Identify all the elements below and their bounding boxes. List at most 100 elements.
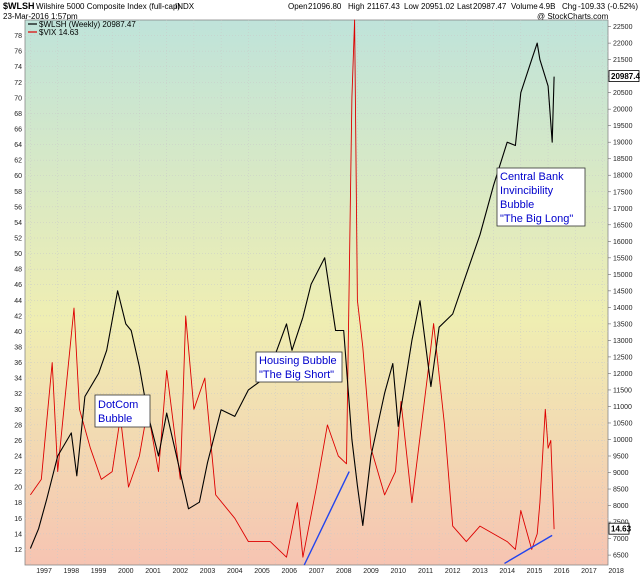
- chart-date: 23-Mar-2016 1:57pm: [3, 12, 78, 21]
- wlsh-series-line: [29, 42, 555, 549]
- annotation-housing: Housing Bubble "The Big Short": [255, 351, 343, 383]
- left-tick-label: 38: [14, 345, 22, 352]
- right-tick-label: 16000: [613, 239, 633, 246]
- right-tick-label: 16500: [613, 222, 633, 229]
- chg-value: -109.33 (-0.52%): [578, 2, 638, 11]
- series-layer: [29, 19, 555, 558]
- right-tick-label: 9500: [613, 454, 629, 461]
- low-value: 20951.02: [421, 2, 455, 11]
- left-tick-label: 12: [14, 547, 22, 554]
- right-tick-label: 19500: [613, 123, 633, 130]
- annotation-dotcom: DotCom Bubble: [94, 394, 151, 428]
- last-value: 20987.47: [473, 2, 507, 11]
- x-tick-label: 2000: [118, 568, 134, 575]
- x-tick-label: 2010: [390, 568, 406, 575]
- right-tick-label: 22500: [613, 24, 633, 31]
- x-tick-label: 2006: [281, 568, 297, 575]
- left-tick-label: 34: [14, 376, 22, 383]
- right-tick-label: 20000: [613, 107, 633, 114]
- left-tick-label: 52: [14, 236, 22, 243]
- left-tick-label: 28: [14, 422, 22, 429]
- legend: $WLSH (Weekly) 20987.47 $VIX 14.63: [28, 20, 136, 37]
- left-tick-label: 50: [14, 251, 22, 258]
- right-tick-label: 13000: [613, 338, 633, 345]
- right-tick-label: 19000: [613, 140, 633, 147]
- plot-area: [24, 19, 609, 566]
- right-tick-label: 20500: [613, 90, 633, 97]
- annotation-cb-line2: Invincibility: [500, 185, 554, 197]
- trend-lines: [303, 471, 553, 566]
- x-tick-label: 2016: [554, 568, 570, 575]
- vix-series-line: [30, 19, 555, 558]
- right-tick-label: 8000: [613, 503, 629, 510]
- left-tick-label: 26: [14, 438, 22, 445]
- left-tick-label: 56: [14, 204, 22, 211]
- left-tick-label: 74: [14, 64, 22, 71]
- x-tick-label: 1998: [64, 568, 80, 575]
- x-tick-label: 2012: [445, 568, 461, 575]
- vix-last-value: 14.63: [611, 525, 632, 534]
- left-tick-label: 62: [14, 158, 22, 165]
- left-tick-label: 20: [14, 485, 22, 492]
- left-tick-label: 78: [14, 33, 22, 40]
- left-tick-label: 76: [14, 49, 22, 56]
- trend-line: [504, 534, 553, 565]
- trend-line: [303, 471, 350, 566]
- right-tick-label: 12000: [613, 371, 633, 378]
- chart-description: Wilshire 5000 Composite Index (full-cap): [36, 2, 180, 11]
- x-tick-label: 1999: [91, 568, 107, 575]
- x-tick-label: 2009: [363, 568, 379, 575]
- left-tick-label: 54: [14, 220, 22, 227]
- vix-last-tag: 14.63: [608, 522, 632, 535]
- x-tick-label: 2004: [227, 568, 243, 575]
- right-tick-label: 6500: [613, 553, 629, 560]
- stockcharts-watermark: @ StockCharts.com: [537, 12, 609, 21]
- left-tick-label: 42: [14, 313, 22, 320]
- left-tick-label: 18: [14, 500, 22, 507]
- wlsh-last-tag: 20987.47: [608, 70, 640, 82]
- left-tick-label: 48: [14, 267, 22, 274]
- right-tick-label: 13500: [613, 321, 633, 328]
- left-tick-label: 44: [14, 298, 22, 305]
- x-tick-label: 2001: [145, 568, 161, 575]
- wlsh-last-value: 20987.47: [611, 72, 640, 81]
- right-tick-label: 11500: [613, 387, 632, 394]
- left-tick-label: 24: [14, 454, 22, 461]
- grid-lines: [25, 20, 608, 565]
- x-tick-label: 2018: [608, 568, 624, 575]
- low-label: Low: [404, 2, 419, 11]
- high-label: High: [348, 2, 364, 11]
- x-tick-label: 2015: [527, 568, 543, 575]
- volume-label: Volume: [511, 2, 538, 11]
- left-tick-label: 16: [14, 516, 22, 523]
- left-tick-label: 36: [14, 360, 22, 367]
- x-tick-label: 2007: [309, 568, 325, 575]
- x-tick-label: 2008: [336, 568, 352, 575]
- left-tick-label: 72: [14, 80, 22, 87]
- right-tick-label: 18000: [613, 173, 633, 180]
- right-tick-label: 9000: [613, 470, 629, 477]
- right-tick-label: 8500: [613, 487, 629, 494]
- left-tick-label: 32: [14, 391, 22, 398]
- left-tick-label: 22: [14, 469, 22, 476]
- left-tick-label: 40: [14, 329, 22, 336]
- high-value: 21167.43: [367, 2, 400, 11]
- x-tick-label: 2005: [254, 568, 270, 575]
- chart-symbol: $WLSH: [3, 1, 35, 11]
- annotation-dotcom-line1: DotCom: [98, 399, 138, 411]
- left-tick-label: 58: [14, 189, 22, 196]
- left-tick-label: 64: [14, 142, 22, 149]
- right-tick-label: 22000: [613, 41, 633, 48]
- right-tick-label: 14500: [613, 288, 633, 295]
- annotation-cb-line1: Central Bank: [500, 171, 564, 183]
- right-tick-label: 21500: [613, 57, 633, 64]
- x-tick-label: 2013: [472, 568, 488, 575]
- left-tick-label: 68: [14, 111, 22, 118]
- right-tick-label: 14000: [613, 305, 633, 312]
- x-tick-label: 2014: [499, 568, 515, 575]
- right-tick-label: 17500: [613, 189, 633, 196]
- right-tick-label: 12500: [613, 354, 633, 361]
- plot-background: [24, 19, 609, 566]
- right-tick-label: 17000: [613, 206, 633, 213]
- right-tick-label: 7000: [613, 536, 629, 543]
